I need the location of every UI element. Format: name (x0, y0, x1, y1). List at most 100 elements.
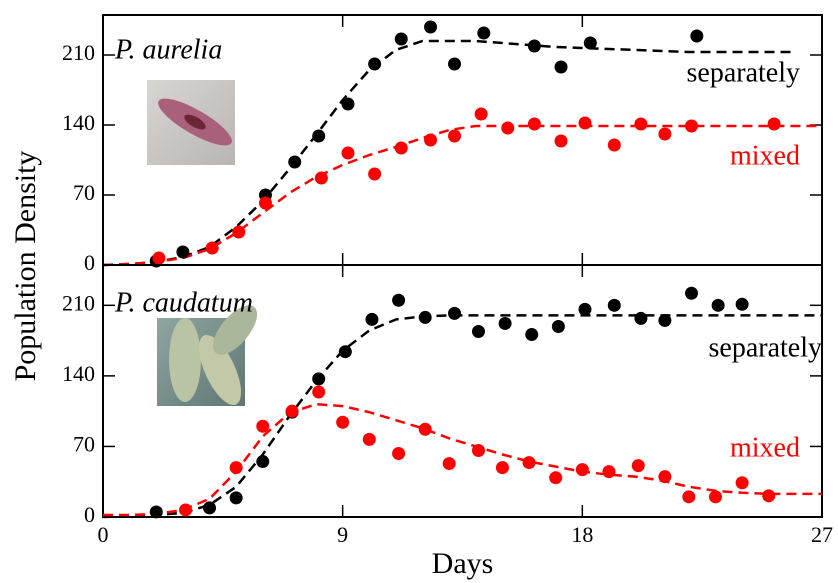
data-point (394, 32, 408, 46)
data-point (471, 443, 485, 457)
data-point (418, 422, 432, 436)
data-point (575, 463, 589, 477)
data-point (256, 419, 270, 433)
data-point (522, 456, 536, 470)
data-point (735, 476, 749, 490)
data-point (554, 60, 568, 74)
data-point (288, 155, 302, 169)
y-tick-label: 140 (62, 110, 95, 135)
y-tick-label: 210 (62, 40, 95, 65)
data-point (368, 167, 382, 181)
data-point (203, 501, 217, 515)
data-point (314, 171, 328, 185)
data-point (658, 313, 672, 327)
data-point (285, 404, 299, 418)
data-point (474, 107, 488, 121)
data-point (424, 133, 438, 147)
data-point (634, 117, 648, 131)
data-point (256, 455, 270, 469)
panel-title: P. aurelia (114, 34, 222, 65)
fit-line (103, 402, 822, 517)
data-point (442, 457, 456, 471)
data-point (312, 372, 326, 386)
x-tick-label: 0 (98, 522, 109, 547)
plot-frame (102, 264, 823, 518)
photo-caudatum (157, 305, 258, 406)
x-axis-label: Days (432, 547, 494, 580)
fit-line (102, 39, 796, 267)
data-point (368, 57, 382, 71)
data-point (735, 297, 749, 311)
data-point (549, 471, 563, 485)
data-point (498, 316, 512, 330)
data-point (578, 302, 592, 316)
data-point (527, 39, 541, 53)
data-point (365, 312, 379, 326)
y-tick-label: 210 (62, 290, 95, 315)
series-label: mixed (730, 432, 800, 463)
series-label: separately (709, 332, 823, 363)
y-tick-label: 70 (73, 180, 95, 205)
data-point (711, 298, 725, 312)
data-point (690, 29, 704, 43)
data-point (312, 385, 326, 399)
data-point (607, 298, 621, 312)
data-point (525, 328, 539, 342)
data-point (708, 490, 722, 504)
data-point (392, 446, 406, 460)
data-point (448, 57, 462, 71)
y-tick-label: 70 (73, 431, 95, 456)
data-point (338, 345, 352, 359)
data-point (448, 306, 462, 320)
data-point (607, 138, 621, 152)
data-point (312, 129, 326, 143)
data-point (471, 325, 485, 339)
data-point (336, 415, 350, 429)
data-point (501, 121, 515, 135)
data-point (767, 117, 781, 131)
y-tick-label: 0 (84, 502, 95, 527)
data-point (149, 505, 163, 519)
y-axis-label: Population Density (9, 151, 42, 382)
data-point (685, 286, 699, 300)
panel-title: P. caudatum (114, 287, 253, 318)
series-label: separately (687, 57, 801, 88)
x-tick-label: 27 (811, 522, 833, 547)
data-point (362, 432, 376, 446)
data-point (176, 245, 190, 259)
data-point (682, 490, 696, 504)
data-point (554, 134, 568, 148)
data-point (527, 117, 541, 131)
data-point (583, 36, 597, 50)
data-point (341, 97, 355, 111)
data-point (229, 461, 243, 475)
data-point (448, 129, 462, 143)
data-point (232, 225, 246, 239)
data-point (551, 319, 565, 333)
data-point (152, 251, 166, 265)
data-point (658, 470, 672, 484)
x-tick-label: 18 (571, 522, 593, 547)
data-point (658, 127, 672, 141)
series-label: mixed (730, 140, 800, 171)
data-point (424, 20, 438, 34)
fit-line (102, 314, 822, 519)
data-point (392, 293, 406, 307)
photo-aurelia (147, 80, 235, 165)
y-tick-label: 140 (62, 361, 95, 386)
data-point (634, 311, 648, 325)
data-point (495, 461, 509, 475)
data-point (762, 489, 776, 503)
data-point (229, 491, 243, 505)
data-point (578, 116, 592, 130)
data-point (205, 241, 219, 255)
data-point (631, 459, 645, 473)
data-point (685, 119, 699, 133)
data-point (602, 465, 616, 479)
y-tick-label: 0 (84, 250, 95, 275)
data-point (418, 310, 432, 324)
data-point (258, 196, 272, 210)
data-point (341, 146, 355, 160)
data-point (394, 141, 408, 155)
